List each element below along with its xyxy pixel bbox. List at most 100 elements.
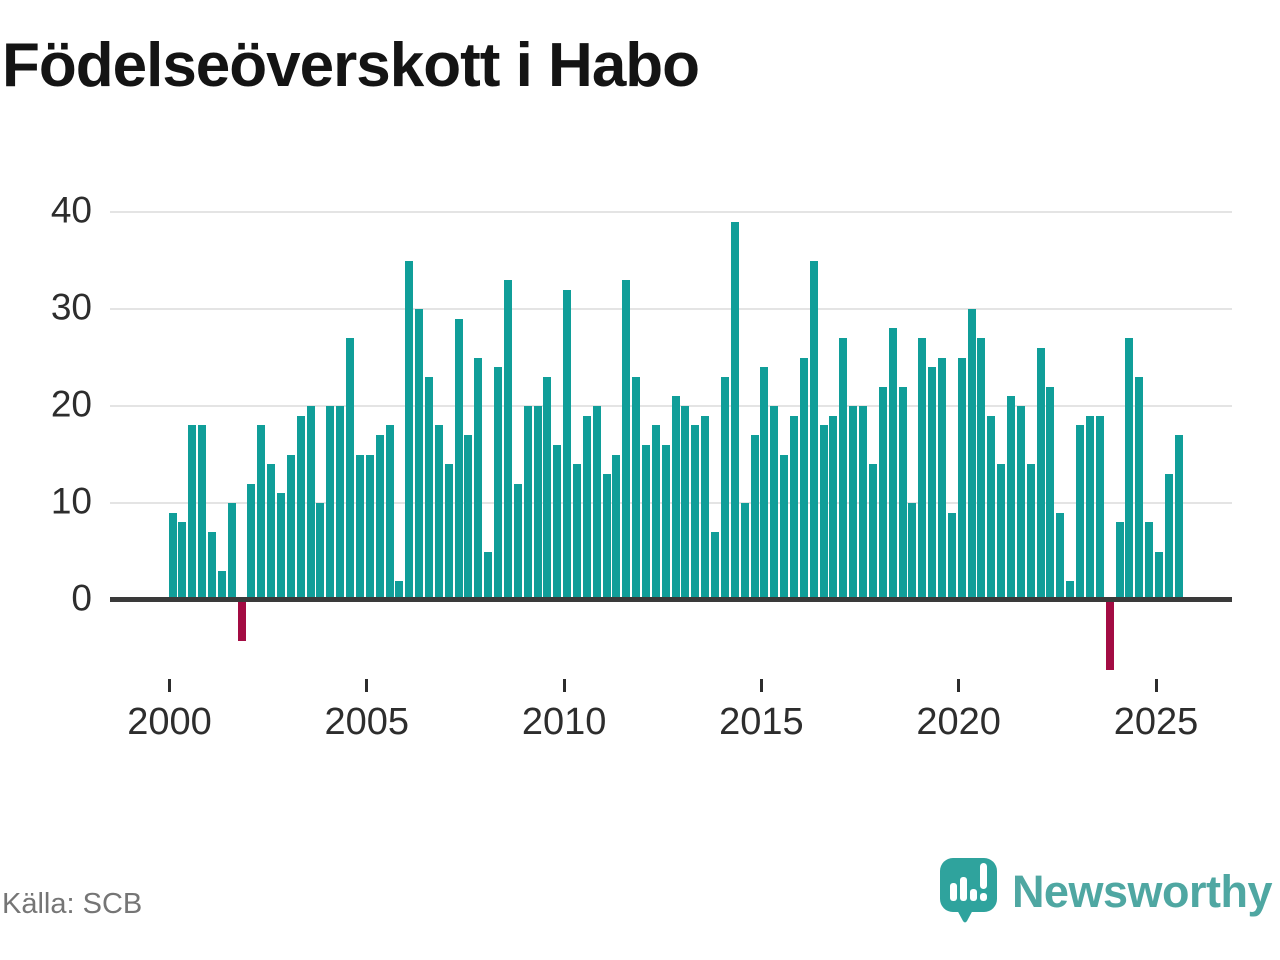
bar-2015-Q4 [789,415,798,600]
x-axis-tick-label-2005: 2005 [324,701,410,743]
bar-2006-Q3 [424,376,433,600]
gridline-y-40 [110,211,1232,213]
bar-2000-Q3 [188,425,197,600]
bar-2018-Q4 [908,503,917,600]
bar-2004-Q4 [355,454,364,600]
bar-2012-Q1 [642,444,651,600]
bar-2018-Q1 [878,386,887,600]
bar-2013-Q1 [681,406,690,600]
bar-2006-Q1 [405,260,414,600]
bar-2023-Q4 [1105,602,1114,670]
bar-2022-Q2 [1046,386,1055,600]
newsworthy-logo[interactable]: Newsworthy [939,858,1273,926]
bar-2025-Q1 [1155,551,1163,600]
bar-2010-Q4 [592,406,601,600]
bar-2014-Q4 [750,435,759,600]
y-axis-tick-label: 40 [50,189,92,231]
newsworthy-bubble-chart-icon [939,858,998,926]
bar-2020-Q1 [957,357,966,600]
bar-2011-Q3 [622,279,631,600]
x-axis-tick-2025 [1154,679,1158,692]
x-axis-tick-label-2000: 2000 [127,701,212,743]
bar-2006-Q2 [415,309,424,600]
bar-2008-Q1 [484,551,493,600]
bar-2004-Q3 [346,338,355,600]
bar-2020-Q4 [987,415,996,600]
bar-2024-Q4 [1145,522,1154,600]
bar-2008-Q2 [494,367,503,600]
bar-2022-Q1 [1036,347,1045,600]
bar-2010-Q3 [582,415,591,600]
bar-2017-Q3 [859,406,868,600]
bar-2011-Q2 [612,454,621,600]
bar-2021-Q4 [1026,464,1035,600]
source-note: Källa: SCB [2,888,143,920]
bar-2025-Q2 [1164,473,1173,600]
bar-2009-Q4 [553,444,562,600]
bar-2000-Q2 [178,522,187,600]
y-axis-tick-label: 0 [71,577,92,619]
bar-2009-Q1 [523,406,532,600]
y-axis-tick-label: 30 [50,286,92,328]
x-axis-tick-2020 [957,679,961,692]
bar-2023-Q1 [1076,425,1085,600]
newsworthy-wordmark: Newsworthy [1011,866,1273,917]
bar-2009-Q3 [543,376,552,600]
bar-2020-Q3 [977,338,986,600]
bar-2014-Q1 [720,376,729,600]
bar-2017-Q1 [839,338,848,600]
x-axis-tick-label-2025: 2025 [1113,701,1199,743]
bar-2013-Q4 [711,532,720,600]
bar-2009-Q2 [533,406,542,600]
x-axis-tick-label-2015: 2015 [719,701,804,743]
y-axis-tick-label: 10 [50,480,92,522]
bar-2019-Q4 [947,512,956,600]
bar-2012-Q2 [651,425,660,600]
bar-2016-Q2 [809,260,818,600]
bar-2024-Q2 [1125,338,1134,600]
bar-2022-Q3 [1056,512,1065,600]
bar-2011-Q4 [632,376,641,600]
y-axis-tick-label: 20 [50,383,92,425]
bar-2001-Q2 [217,570,226,600]
bar-2002-Q1 [247,483,256,600]
x-axis-tick-label-2020: 2020 [916,701,1001,743]
bar-2019-Q3 [937,357,946,600]
bar-2025-Q3 [1174,435,1183,600]
bar-2016-Q4 [829,415,838,600]
bar-2017-Q2 [849,406,858,600]
bar-2008-Q4 [513,483,522,600]
bar-2007-Q3 [464,435,473,600]
bar-2023-Q2 [1085,415,1094,600]
x-axis-tick-2005 [365,679,369,692]
bar-2021-Q1 [997,464,1006,600]
bar-2001-Q4 [237,602,246,641]
bar-2010-Q2 [572,464,581,600]
bar-2005-Q1 [365,454,374,600]
bar-2006-Q4 [434,425,443,600]
bar-2002-Q3 [267,464,276,600]
bar-2000-Q4 [198,425,207,600]
x-axis-tick-2015 [759,679,763,692]
bar-2014-Q2 [730,221,739,600]
bar-2007-Q4 [474,357,483,600]
bar-2019-Q1 [918,338,927,600]
x-axis-tick-label-2010: 2010 [521,701,607,743]
bar-2003-Q2 [296,415,305,600]
gridline-y-20 [110,405,1232,407]
bar-2018-Q3 [898,386,907,600]
bar-2000-Q1 [168,512,177,600]
bar-2024-Q1 [1115,522,1124,600]
bar-2004-Q2 [336,406,345,600]
bar-2018-Q2 [888,328,897,600]
bar-2001-Q3 [227,503,236,600]
bar-2021-Q2 [1007,396,1016,600]
x-axis-tick-2010 [562,679,566,692]
bar-2005-Q3 [385,425,394,600]
bar-2014-Q3 [740,503,749,600]
bar-2010-Q1 [563,289,572,600]
bar-2016-Q3 [819,425,828,600]
bar-2002-Q2 [257,425,266,600]
bar-2022-Q4 [1066,580,1075,600]
bar-2005-Q2 [375,435,384,600]
